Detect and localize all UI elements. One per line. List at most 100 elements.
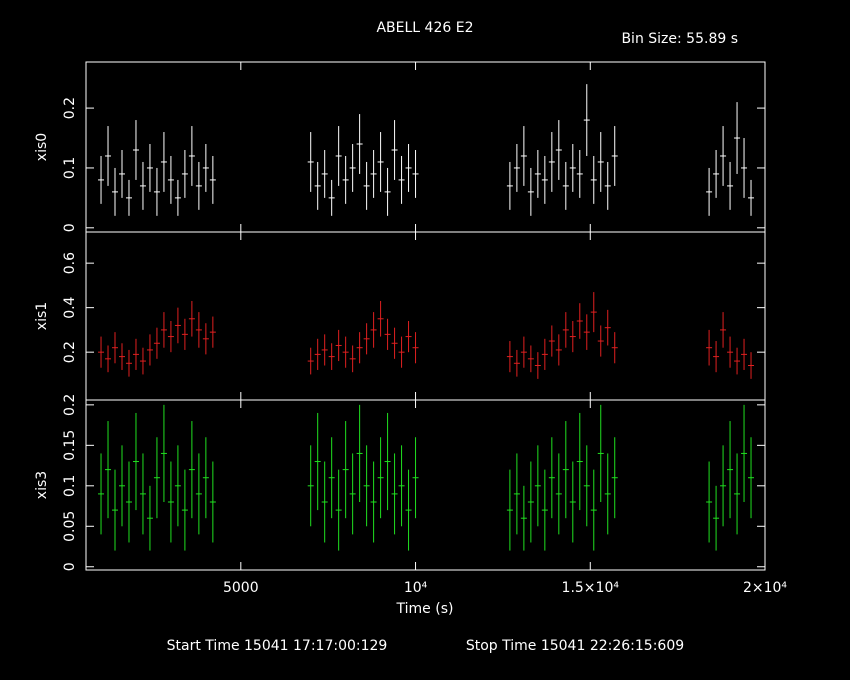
error-bar [576,412,583,511]
error-bar [188,421,195,519]
y-tick-label: 0.05 [62,511,78,542]
error-bar [118,445,125,527]
error-bar [181,469,188,551]
error-bar [541,338,548,370]
error-bar [583,445,590,527]
error-bar [534,352,541,379]
error-bar [209,155,216,204]
error-bar [412,437,419,519]
error-bar [363,445,370,527]
y-tick-label: 0.2 [62,394,78,416]
y-tick-label: 0 [62,562,78,571]
y-tick-label: 0.15 [62,430,78,461]
error-bar [356,332,363,364]
error-bar [391,327,398,359]
error-bar [748,179,755,216]
error-bar [741,404,748,502]
error-bar [727,161,734,210]
error-bar [195,161,202,210]
error-bar [506,161,513,210]
error-bar [328,343,335,370]
error-bar [520,336,527,368]
error-bar [384,412,391,511]
error-bar [727,421,734,519]
error-bar [513,349,520,377]
error-bar [597,325,604,357]
stop-time: Stop Time 15041 22:26:15:609 [466,638,684,654]
error-bar [132,412,139,511]
error-bar [125,349,132,377]
error-bar [520,126,527,186]
error-bar [541,155,548,204]
error-bar [321,461,328,543]
y-tick-label: 0 [62,223,78,232]
error-bar [706,167,713,216]
error-bar [391,453,398,535]
error-bar [181,149,188,198]
error-bar [398,155,405,204]
error-bar [611,126,618,186]
error-bar [328,437,335,519]
error-bar [748,352,755,379]
error-bar [748,437,755,519]
error-bar [548,437,555,519]
error-bar [555,120,562,180]
y-tick-label: 0.2 [62,97,78,119]
error-bar [209,316,216,348]
error-bar [569,461,576,543]
error-bar [377,437,384,519]
error-bar [349,453,356,535]
error-bar [713,485,720,551]
error-bar [125,179,132,216]
error-bar [405,321,412,353]
error-bar [139,161,146,210]
error-bar [125,461,132,543]
error-bar [132,120,139,180]
error-bar [160,132,167,192]
error-bar [398,445,405,527]
error-bar [583,314,590,350]
plot-frame [85,61,766,233]
error-bar [412,149,419,198]
error-bar [713,341,720,373]
error-bar [321,149,328,198]
x-tick-label: 10⁴ [404,580,428,596]
y-tick-label: 0.1 [62,157,78,179]
error-bar [153,167,160,216]
error-bar [112,167,119,216]
error-bar [363,323,370,355]
error-bar [342,336,349,368]
error-bar [506,469,513,551]
error-bar [167,321,174,353]
error-bar [363,161,370,210]
error-bar [384,318,391,350]
error-bar [112,469,119,551]
error-bar [527,345,534,373]
error-bar [562,421,569,519]
error-bar [314,412,321,511]
error-bar [118,149,125,198]
error-bar [590,292,597,333]
error-bar [314,161,321,210]
error-bar [611,437,618,519]
error-bar [541,469,548,551]
error-bar [734,347,741,375]
x-tick-label: 5000 [223,580,259,596]
error-bar [391,120,398,180]
error-bar [118,343,125,370]
error-bar [307,347,314,375]
error-bar [569,144,576,192]
error-bar [160,404,167,502]
error-bar [195,312,202,348]
y-tick-label: 0.6 [62,252,78,274]
error-bar [734,102,741,174]
error-bar [734,453,741,535]
error-bar [98,453,105,535]
error-bar [105,421,112,519]
error-bar [527,461,534,543]
error-bar [706,461,713,543]
chart-title: ABELL 426 E2 [376,20,473,36]
error-bar [513,144,520,192]
error-bar [349,144,356,192]
error-bar [349,345,356,373]
